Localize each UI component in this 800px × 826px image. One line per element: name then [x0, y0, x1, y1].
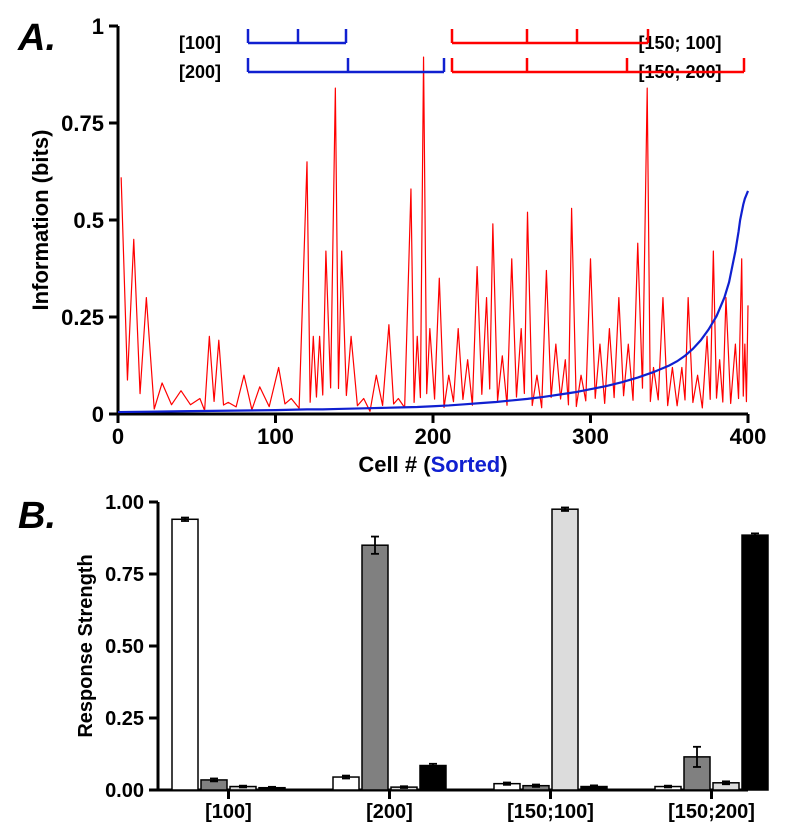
svg-text:0.25: 0.25	[105, 708, 144, 730]
bar	[420, 766, 446, 790]
panel-b-label: B.	[18, 495, 56, 537]
svg-text:0: 0	[112, 424, 124, 449]
panel-b-xcat: [150;200]	[668, 801, 755, 823]
svg-text:0.00: 0.00	[105, 780, 144, 802]
svg-text:300: 300	[572, 424, 609, 449]
panel-a-label: A.	[17, 17, 56, 59]
bar	[362, 545, 388, 790]
svg-text:400: 400	[730, 424, 767, 449]
panel-b-xcat: [100]	[205, 801, 252, 823]
panel-a-ylabel: Information (bits)	[28, 130, 53, 311]
inset-label: [200]	[179, 62, 221, 82]
bar	[552, 509, 578, 790]
svg-text:200: 200	[415, 424, 452, 449]
panel-a-xlabel: Cell # (Sorted)	[358, 452, 507, 477]
svg-text:0.75: 0.75	[105, 564, 144, 586]
svg-text:1: 1	[92, 14, 104, 39]
svg-text:0.75: 0.75	[61, 111, 104, 136]
svg-text:0.25: 0.25	[61, 305, 104, 330]
inset-label: [150; 100]	[638, 33, 721, 53]
panel-b-ylabel: Response Strength	[75, 554, 97, 737]
bar	[742, 535, 768, 790]
svg-text:0.5: 0.5	[73, 208, 104, 233]
bar	[172, 519, 198, 790]
figure-svg: A. 0 0.25 0.5 0.75 1 Information (bits) 0 100 200…	[0, 0, 800, 826]
svg-text:100: 100	[257, 424, 294, 449]
svg-text:0: 0	[92, 402, 104, 427]
svg-text:1.00: 1.00	[105, 492, 144, 514]
inset-label: [100]	[179, 33, 221, 53]
panel-b-xcat: [200]	[366, 801, 413, 823]
panel-b-xcat: [150;100]	[507, 801, 594, 823]
svg-text:0.50: 0.50	[105, 636, 144, 658]
